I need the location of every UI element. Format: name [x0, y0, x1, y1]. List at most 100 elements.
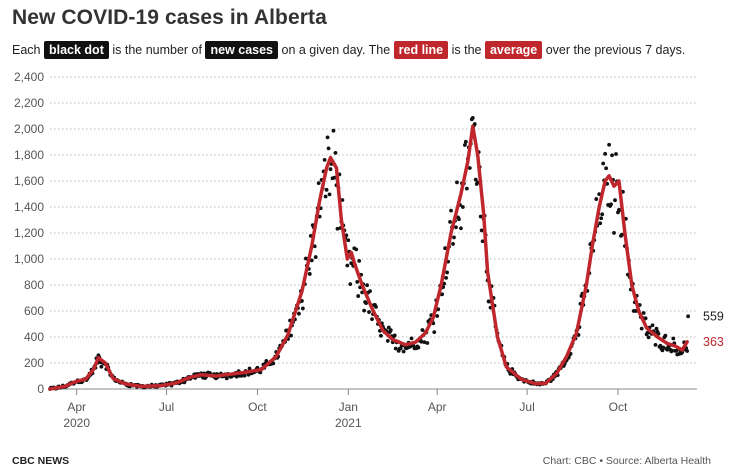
case-dot	[307, 272, 312, 276]
case-dot	[607, 142, 611, 147]
case-dot	[242, 373, 247, 378]
case-dot	[326, 146, 331, 151]
case-dot	[594, 197, 599, 201]
case-dot	[335, 226, 340, 231]
y-tick-label: 1,400	[14, 200, 44, 214]
x-tick-sublabel: 2021	[335, 416, 362, 430]
case-dot	[325, 135, 330, 140]
case-dot	[599, 216, 604, 221]
case-dot	[289, 333, 293, 338]
y-tick-label: 200	[24, 356, 44, 370]
case-dot	[443, 246, 448, 251]
y-axis-ticks: 0 200 400 600 800 1,000 1,200 1,400 1,600 1,800 2,…	[14, 70, 44, 396]
case-dot	[643, 316, 648, 321]
case-dot	[420, 328, 425, 332]
case-dot	[467, 166, 472, 170]
chart-title: New COVID-19 cases in Alberta	[12, 6, 327, 29]
case-dot	[650, 323, 655, 328]
case-dot	[386, 325, 391, 330]
case-dot	[445, 270, 449, 275]
case-dot	[598, 221, 603, 226]
legend-average-tag: average	[484, 41, 543, 59]
case-dot	[685, 349, 690, 353]
case-dot	[367, 310, 371, 314]
case-dot	[370, 317, 374, 322]
y-tick-label: 1,800	[14, 148, 44, 162]
case-dot	[365, 283, 369, 288]
case-dot	[435, 314, 440, 318]
case-dot	[355, 280, 360, 284]
case-dot	[345, 263, 350, 268]
x-axis-ticks: Apr 2020 Jul Oct Jan 2021 Apr Jul Oct	[63, 389, 628, 430]
case-dot	[610, 153, 614, 158]
case-dot	[603, 151, 608, 156]
case-dot	[448, 219, 452, 224]
case-dot	[348, 282, 353, 286]
case-dot	[324, 187, 329, 192]
case-dot	[385, 339, 390, 343]
case-dot	[357, 259, 362, 263]
case-dot-latest	[686, 314, 691, 319]
case-dot	[271, 361, 276, 366]
case-dot	[470, 116, 475, 120]
case-dot	[356, 294, 361, 298]
legend-black-dot-tag: black dot	[43, 41, 109, 59]
case-dot	[368, 289, 372, 294]
case-dot	[479, 228, 484, 233]
x-tick-label: Apr	[428, 400, 447, 414]
case-dot	[398, 346, 403, 351]
case-dot	[613, 198, 617, 203]
subtitle-text-each: Each	[12, 43, 41, 57]
case-dot	[419, 339, 424, 344]
case-dot	[364, 301, 368, 305]
case-dot	[340, 198, 345, 202]
average-line-group	[48, 124, 689, 391]
case-dot	[327, 192, 332, 197]
case-dot	[409, 336, 414, 341]
case-dot	[332, 175, 337, 180]
case-dot	[323, 194, 328, 199]
case-dot	[379, 333, 383, 338]
subtitle-text-day: on a given day. The	[281, 43, 391, 57]
average-line	[48, 124, 689, 391]
case-dot	[300, 306, 305, 311]
case-dot	[224, 376, 229, 381]
case-dot	[654, 326, 659, 331]
y-tick-label: 0	[37, 382, 44, 396]
y-tick-label: 600	[24, 304, 44, 318]
case-dot	[671, 336, 676, 341]
case-dot	[480, 239, 485, 244]
case-dot	[670, 348, 675, 353]
case-dot	[416, 345, 421, 350]
case-dot	[620, 232, 624, 237]
x-tick-label: Apr	[67, 400, 86, 414]
x-tick-label: Oct	[248, 400, 267, 414]
case-dot	[658, 343, 663, 348]
subtitle-text-number: is the number of	[112, 43, 202, 57]
x-tick-label: Jan	[339, 400, 358, 414]
y-tick-label: 1,000	[14, 252, 44, 266]
case-dot	[457, 217, 461, 222]
end-labels: 559 363	[703, 309, 724, 348]
case-dot	[452, 235, 456, 240]
case-dot	[449, 208, 453, 213]
case-dot	[454, 225, 458, 230]
case-dot	[639, 326, 644, 331]
x-tick-label: Oct	[609, 400, 628, 414]
case-dot	[309, 258, 314, 263]
footer-source-left: CBC NEWS	[12, 455, 70, 467]
case-dot	[460, 205, 465, 209]
case-dot	[333, 151, 338, 155]
grid-lines	[50, 76, 697, 390]
case-dot	[313, 255, 318, 259]
case-dot	[99, 364, 104, 369]
case-dot	[432, 330, 437, 335]
case-dot	[641, 311, 646, 315]
case-dot	[463, 139, 468, 144]
end-label-new-cases: 559	[703, 309, 724, 323]
case-dot	[661, 345, 666, 350]
case-dot	[478, 214, 483, 219]
case-dot	[346, 238, 351, 243]
case-dot	[440, 292, 445, 297]
